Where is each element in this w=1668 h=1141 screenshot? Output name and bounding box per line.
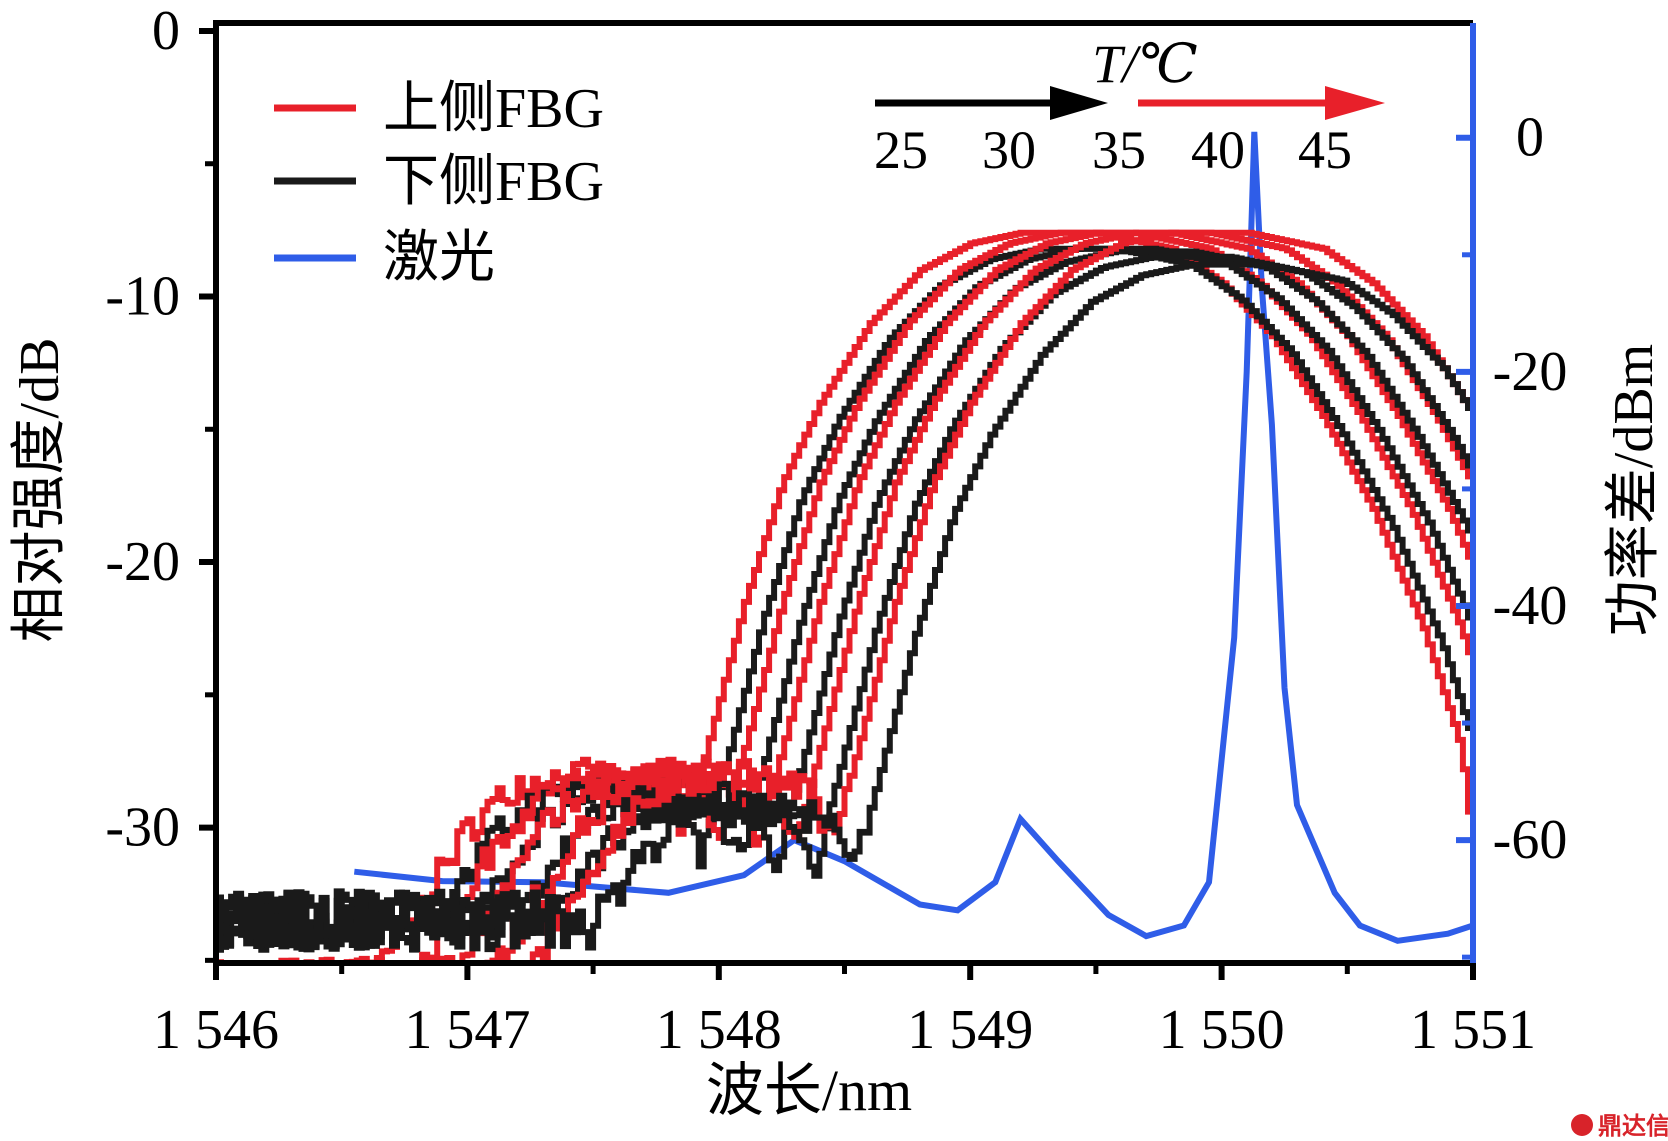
plot-area [216, 131, 1473, 963]
fbg-series-line-3 [216, 245, 1473, 953]
watermark-logo: 鼎达信 [1571, 1112, 1668, 1140]
fbg-series-line-6 [223, 229, 1473, 963]
arrow-black-head-icon [1050, 86, 1108, 120]
y2-tick-label: -40 [1493, 575, 1568, 637]
x-tick-label: 1 548 [656, 999, 782, 1061]
legend-label-lower-fbg: 下侧FBG [383, 151, 604, 213]
axes: 1 546 1 547 1 548 1 549 1 550 1 551 0 -10 -20 -30… [105, 0, 1567, 1061]
temp-30: 30 [982, 120, 1036, 180]
y2-tick-label: 0 [1516, 107, 1544, 169]
y2-tick-label: -60 [1493, 809, 1568, 871]
legend-label-upper-fbg: 上侧FBG [383, 78, 604, 140]
x-axis-title: 波长/nm [706, 1058, 912, 1123]
laser-spectrum-line [353, 131, 1473, 944]
temperature-label: T/℃ [1092, 34, 1197, 94]
x-tick-label: 1 550 [1159, 999, 1285, 1061]
y-tick-label: -20 [105, 531, 180, 593]
y2-axis-title: 功率差/dBm [1603, 344, 1665, 636]
x-tick-label: 1 546 [153, 999, 279, 1061]
x-tick-label: 1 549 [907, 999, 1033, 1061]
watermark-icon [1571, 1114, 1593, 1136]
x-tick-label: 1 551 [1410, 999, 1536, 1061]
legend: 上侧FBG 下侧FBG 激光 [274, 78, 604, 289]
temp-45: 45 [1298, 120, 1352, 180]
fbg-series-line-1 [216, 245, 1473, 953]
y-tick-label: -30 [105, 797, 180, 859]
y2-tick-label: -20 [1493, 341, 1568, 403]
y-axis-title: 相对强度/dB [9, 338, 71, 643]
temp-40: 40 [1191, 120, 1245, 180]
temp-25: 25 [874, 120, 928, 180]
arrow-red-head-icon [1325, 86, 1385, 120]
temperature-annotation: T/℃ 25 30 35 40 45 [874, 34, 1385, 180]
y-tick-label: 0 [152, 0, 180, 62]
x-tick-label: 1 547 [404, 999, 530, 1061]
legend-label-laser: 激光 [383, 227, 495, 289]
temp-35: 35 [1092, 120, 1146, 180]
fbg-series-line-9 [216, 261, 1473, 953]
y-tick-label: -10 [105, 266, 180, 328]
watermark-text: 鼎达信 [1598, 1112, 1668, 1140]
